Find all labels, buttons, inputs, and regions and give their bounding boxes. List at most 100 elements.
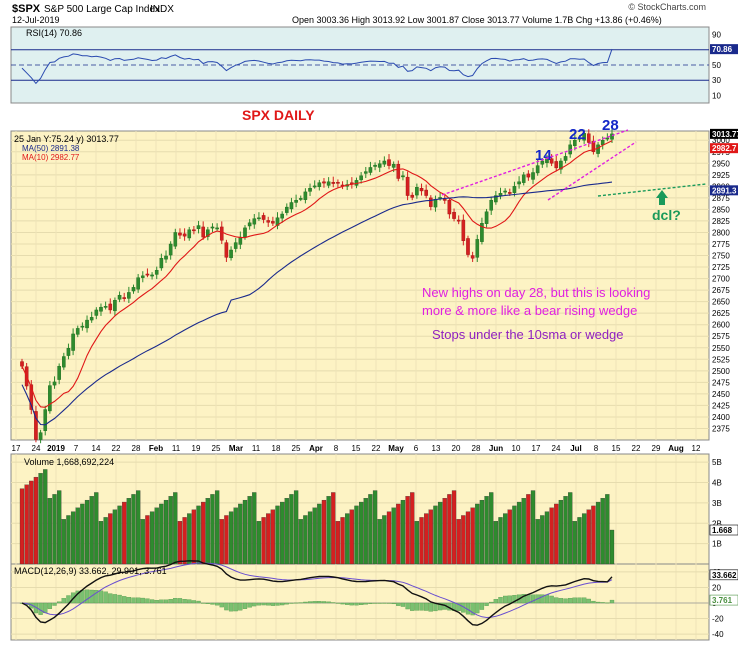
macd-histogram-bar (391, 602, 396, 605)
candle-body (494, 195, 498, 203)
date-tick-label: 25 (292, 444, 301, 453)
volume-bar (131, 494, 136, 565)
price-tick-label: 2875 (712, 194, 730, 203)
volume-bar (595, 501, 601, 565)
macd-histogram-bar (205, 602, 210, 604)
volume-bar (428, 509, 433, 565)
price-tick-label: 2925 (712, 171, 730, 180)
macd-histogram-bar (98, 590, 104, 604)
volume-bar (345, 513, 350, 565)
volume-bar (349, 509, 354, 565)
volume-tick-label: 2B (712, 519, 722, 528)
macd-histogram-bar (354, 602, 359, 606)
macd-histogram-bar (149, 599, 155, 604)
macd-histogram-bar (386, 602, 392, 604)
note-stops: Stops under the 10sma or wedge (432, 327, 624, 342)
volume-bar (605, 494, 610, 565)
candle-body (507, 192, 512, 194)
candle-body (382, 160, 387, 165)
date-tick-label: 20 (452, 444, 461, 453)
volume-bar (38, 473, 43, 565)
macd-histogram-bar (331, 602, 336, 604)
candle-body (238, 236, 243, 245)
candle-body (252, 218, 257, 225)
volume-bar (80, 503, 85, 565)
macd-histogram-bar (275, 602, 280, 606)
macd-histogram-bar (293, 602, 299, 604)
volume-bar (475, 503, 480, 565)
rsi-tick-label: 50 (712, 61, 721, 70)
candle-body (294, 199, 298, 203)
price-tick-label: 2600 (712, 321, 730, 330)
candle-body (113, 300, 117, 312)
volume-bar (451, 490, 457, 565)
macd-histogram-bar (303, 601, 308, 604)
volume-tag-label: 1.668 (712, 526, 733, 535)
volume-bar (159, 503, 164, 565)
macd-histogram-bar (261, 602, 266, 606)
volume-bar (108, 513, 113, 565)
volume-bar (233, 507, 238, 565)
volume-bar (340, 517, 345, 565)
date-tick-label: 6 (414, 444, 419, 453)
candle-body (415, 187, 419, 196)
volume-bar (586, 509, 591, 565)
volume-bar (489, 492, 494, 565)
volume-bar (419, 517, 424, 565)
macd-histogram-bar (502, 595, 508, 604)
rsi-tick-label: 90 (712, 31, 721, 40)
date-tick-label: Apr (309, 444, 323, 453)
macd-histogram-bar (605, 602, 610, 604)
volume-bar (43, 469, 48, 565)
volume-bar (135, 490, 141, 565)
volume-bar (312, 507, 317, 565)
volume-bar (558, 499, 564, 565)
dcl-arrow-icon (656, 190, 668, 205)
volume-bar (591, 505, 596, 565)
macd-histogram-bar (154, 600, 159, 604)
price-legend-ma50: MA(50) 2891.38 (22, 144, 80, 153)
candle-body (280, 213, 284, 219)
date-tick-label: May (388, 444, 404, 453)
volume-bar (47, 498, 53, 565)
macd-histogram-bar (428, 602, 433, 612)
macd-histogram-bar (345, 602, 350, 605)
volume-bar (317, 503, 322, 565)
candle-body (419, 187, 424, 192)
volume-bar (577, 517, 582, 565)
candle-body (377, 163, 382, 168)
candle-body (303, 191, 308, 200)
candle-body (38, 432, 43, 440)
price-tick-label: 2850 (712, 205, 730, 214)
volume-bar (280, 501, 285, 565)
volume-bar (140, 519, 145, 565)
candle-body (410, 194, 415, 198)
candle-body (368, 167, 373, 173)
macd-histogram-bar (400, 602, 406, 607)
volume-bar (298, 519, 303, 565)
volume-bar (145, 515, 150, 565)
candle-body (456, 219, 461, 222)
volume-bar (424, 513, 429, 565)
volume-bar (386, 511, 392, 565)
volume-bar (400, 499, 406, 565)
macd-tag (709, 569, 738, 581)
candle-body (266, 220, 271, 223)
candle-body (206, 229, 210, 237)
volume-bar (530, 490, 536, 565)
candle-body (424, 189, 428, 196)
date-tick-label: 15 (612, 444, 621, 453)
macd-histogram-bar (177, 598, 183, 604)
volume-bar (502, 513, 508, 565)
note-line-2: more & more like a bear rising wedge (422, 303, 637, 318)
count-22: 22 (569, 126, 586, 143)
rsi-label: RSI(14) 70.86 (26, 28, 82, 38)
volume-bar (447, 494, 452, 565)
macd-histogram-bar (84, 589, 90, 604)
price-tick-label: 2750 (712, 252, 730, 261)
macd-histogram-bar (135, 597, 141, 604)
macd-histogram-bar (358, 602, 364, 606)
date-tick-label: 15 (352, 444, 361, 453)
candle-body (521, 174, 526, 183)
candle-body (29, 384, 34, 410)
